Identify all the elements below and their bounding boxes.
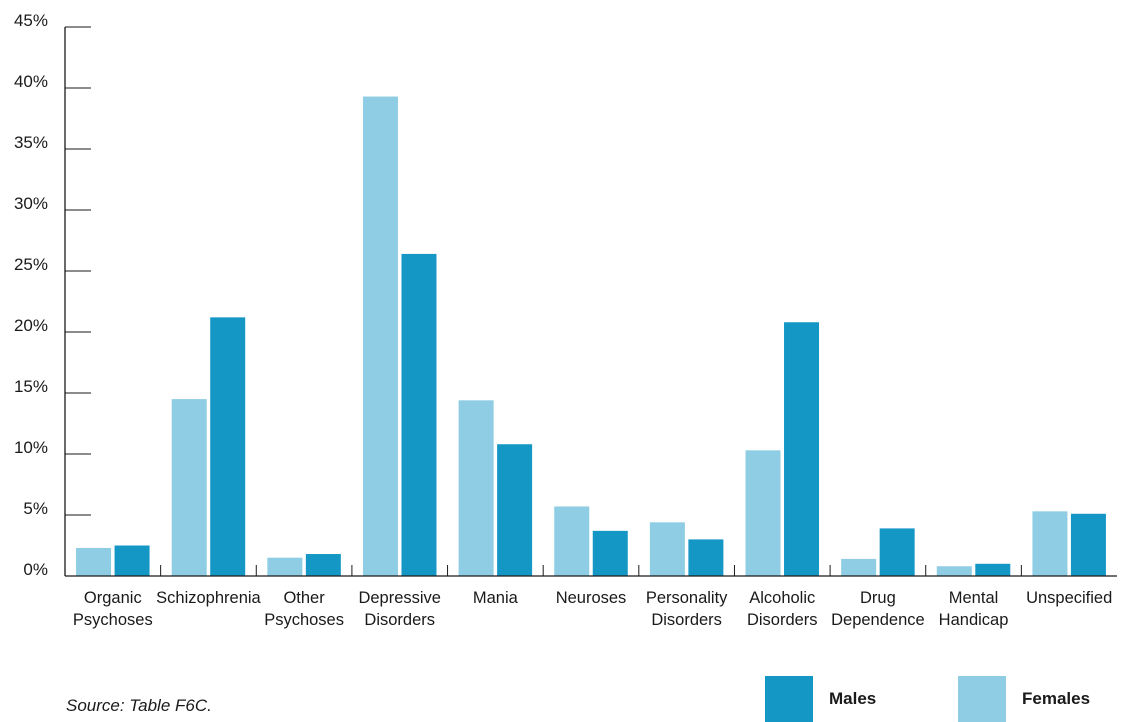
legend-males: Males [765, 676, 876, 722]
bar-females [745, 450, 781, 576]
legend-females: Females [958, 676, 1090, 722]
bar-females [554, 506, 590, 576]
x-category-label: Neuroses [556, 589, 627, 607]
legend-swatch-males [765, 676, 813, 722]
y-tick-label: 15% [14, 377, 48, 396]
legend-label-females: Females [1022, 689, 1091, 708]
bar-females [1032, 511, 1068, 576]
y-tick-label: 20% [14, 316, 48, 335]
legend-label-males: Males [829, 689, 877, 708]
x-category-label: Schizophrenia [156, 589, 261, 607]
bar-males [784, 322, 820, 576]
x-category-label: Drug Dependence [831, 589, 925, 629]
y-axis: 0% 5% 10% 15% 20% 25% 30% 35% 40% 45% [14, 11, 91, 579]
bar-males [497, 444, 533, 576]
bar-females [649, 522, 685, 576]
bars [76, 96, 1106, 577]
bar-females [76, 547, 112, 576]
bar-males [879, 528, 915, 576]
bar-females [171, 399, 207, 576]
bar-females [458, 400, 494, 576]
bar-females [362, 96, 398, 576]
source-note: Source: Table F6C. [66, 696, 212, 715]
bar-females [841, 558, 877, 576]
bar-males [305, 554, 341, 576]
x-category-label: Personality Disorders [646, 589, 728, 629]
y-tick-label: 25% [14, 255, 48, 274]
bar-males [401, 253, 437, 577]
x-category-label: Alcoholic Disorders [747, 589, 818, 629]
legend-swatch-females [958, 676, 1006, 722]
bar-chart: 0% 5% 10% 15% 20% 25% 30% 35% 40% 45% Organic Psyc… [14, 11, 1117, 629]
x-category-label: Depressive Disorders [358, 589, 441, 629]
x-category-label: Other Psychoses [264, 589, 344, 629]
y-tick-label: 40% [14, 72, 48, 91]
bar-females [936, 566, 972, 576]
y-tick-label: 5% [23, 499, 48, 518]
bar-males [1070, 513, 1106, 576]
bar-males [114, 545, 150, 576]
bar-males [592, 530, 628, 576]
bar-males [975, 563, 1011, 576]
x-category-label: Mental Handicap [939, 589, 1009, 629]
bar-females [267, 557, 303, 576]
y-tick-label: 10% [14, 438, 48, 457]
bar-males [210, 317, 246, 576]
y-tick-label: 35% [14, 133, 48, 152]
bar-males [688, 539, 724, 576]
y-tick-label: 0% [23, 560, 48, 579]
y-tick-label: 30% [14, 194, 48, 213]
x-category-label: Mania [473, 589, 519, 607]
x-category-label: Organic Psychoses [73, 589, 153, 629]
y-tick-label: 45% [14, 11, 48, 30]
x-category-label: Unspecified [1026, 589, 1112, 607]
